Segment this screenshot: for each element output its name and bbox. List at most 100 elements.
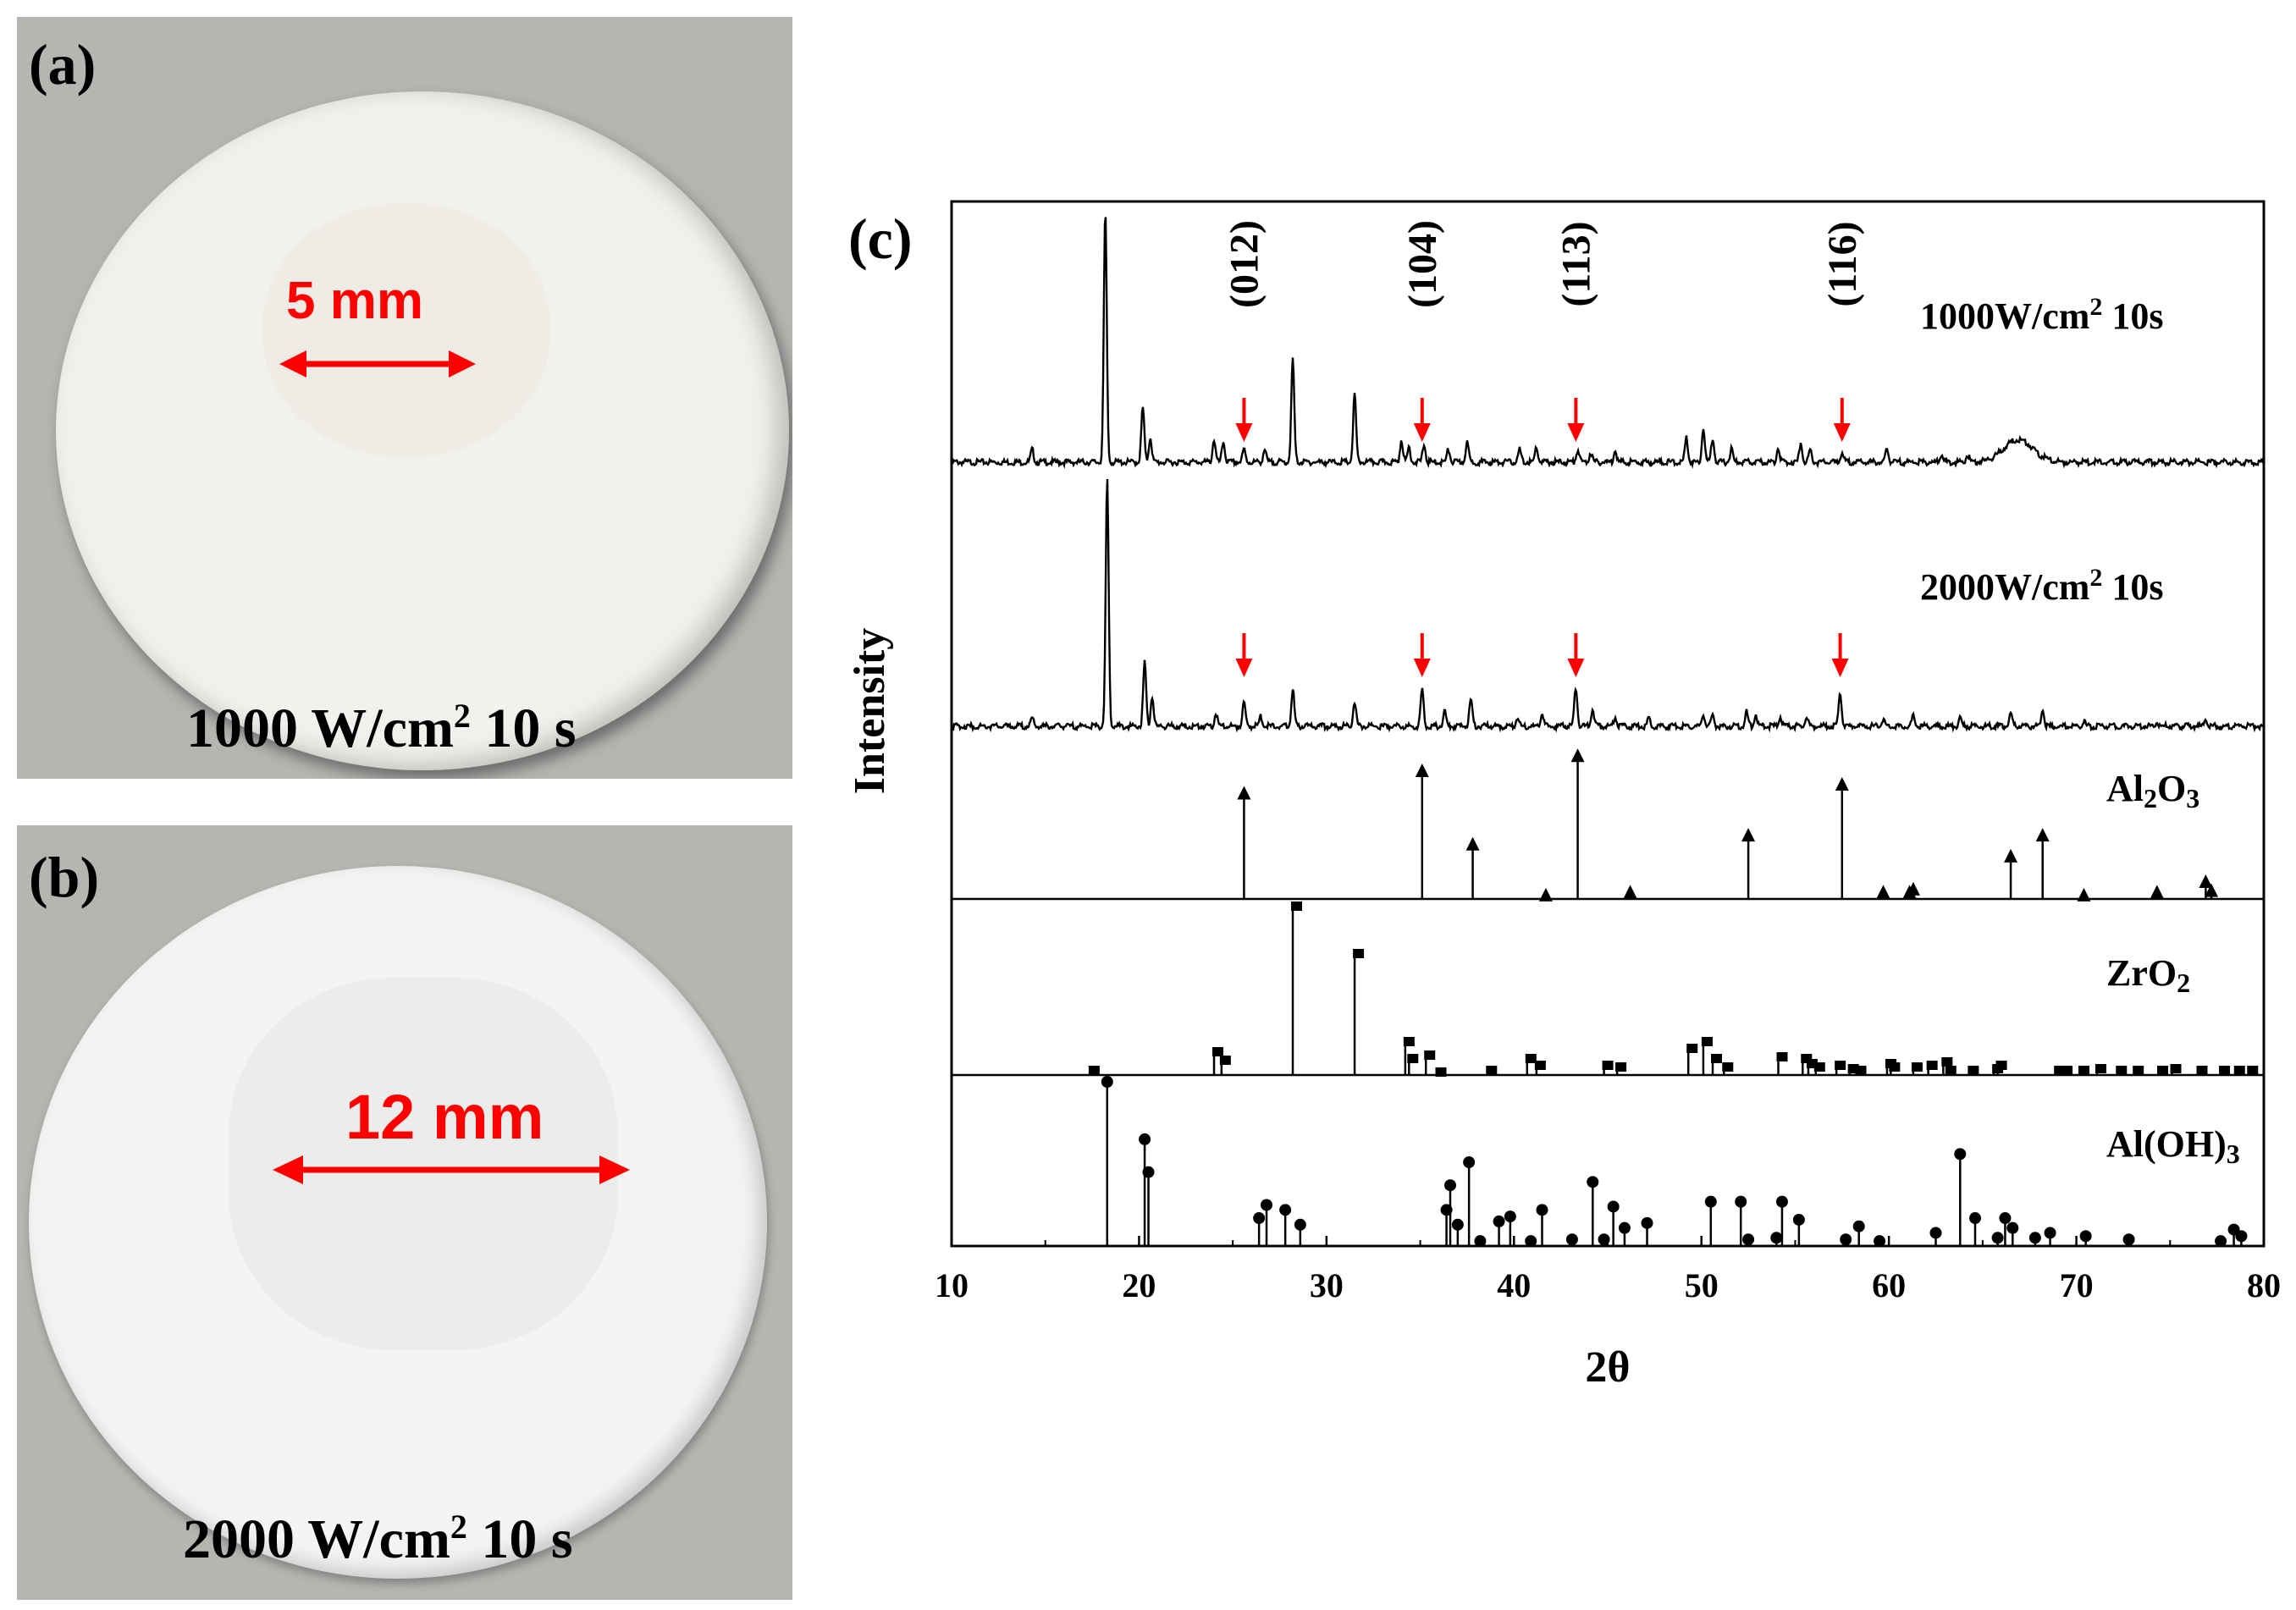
x-tick-label: 40: [1497, 1266, 1531, 1304]
ref-stick-ZrO2: [2078, 1066, 2089, 1075]
ref-stick-Al(OH)3: [1792, 1213, 1805, 1246]
x-tick-label: 20: [1122, 1266, 1156, 1304]
ref-stick-ZrO2: [1403, 1037, 1415, 1075]
ref-stick-Al(OH)3: [1142, 1166, 1155, 1246]
ref-stick-Al(OH)3: [2028, 1232, 2041, 1246]
ref-stick-ZrO2: [1855, 1066, 1867, 1075]
ref-stick-Al2O3: [1835, 776, 1849, 899]
ref-stick-Al(OH)3: [1929, 1227, 1942, 1246]
ref-stick-Al(OH)3: [1969, 1212, 1981, 1246]
ref-stick-ZrO2: [1847, 1064, 1859, 1075]
x-axis-title: 2θ: [1585, 1343, 1630, 1392]
ref-stick-Al(OH)3: [1444, 1179, 1456, 1246]
ref-stick-Al(OH)3: [1536, 1204, 1548, 1246]
red-arrow-2000-3: [1831, 633, 1849, 677]
ref-stick-Al(OH)3: [2215, 1235, 2227, 1248]
red-arrow-1000-0: [1235, 398, 1253, 442]
ref-stick-ZrO2: [1941, 1057, 1953, 1075]
red-arrow-1000-2: [1567, 398, 1585, 442]
ref-stick-ZrO2: [2054, 1066, 2066, 1075]
ref-stick-ZrO2: [1926, 1061, 1938, 1075]
panel-a-photo: 5 mm 1000 W/cm2 10 s: [17, 17, 792, 779]
reference-label-2: Al(OH)3: [2106, 1123, 2240, 1169]
ref-stick-ZrO2: [1889, 1062, 1901, 1075]
xrd-chart: 1000W/cm2 10s 2000W/cm2 10s (012) (104) (113…: [846, 200, 2281, 1392]
measure-arrow-a: [279, 350, 476, 378]
ref-stick-ZrO2: [1995, 1061, 2007, 1075]
ref-stick-ZrO2: [1945, 1066, 1957, 1075]
ref-stick-ZrO2: [1968, 1066, 1979, 1075]
ref-stick-Al(OH)3: [1139, 1133, 1151, 1246]
ref-stick-ZrO2: [1407, 1054, 1419, 1075]
ref-stick-Al2O3: [1415, 764, 1429, 899]
treated-zone-a: [262, 203, 550, 457]
ref-stick-Al(OH)3: [1294, 1218, 1306, 1246]
ref-stick-ZrO2: [1291, 901, 1302, 1075]
series-label-1: 2000W/cm2 10s: [1920, 564, 2164, 608]
ref-stick-Al(OH)3: [1991, 1232, 2004, 1246]
red-arrow-2000-0: [1235, 633, 1253, 677]
hkl-label-3: (116): [1820, 221, 1865, 306]
ref-stick-ZrO2: [2133, 1066, 2144, 1075]
ref-stick-ZrO2: [1525, 1054, 1537, 1075]
reference-label-0: Al2O3: [2106, 768, 2199, 813]
panel-b-label: (b): [29, 845, 100, 909]
ref-stick-Al2O3: [2205, 883, 2218, 899]
x-tick-label: 60: [1872, 1266, 1906, 1304]
x-tick-label: 70: [2060, 1266, 2094, 1304]
ref-stick-ZrO2: [1813, 1062, 1825, 1075]
ref-stick-ZrO2: [2196, 1066, 2208, 1075]
ref-stick-Al(OH)3: [1874, 1235, 1886, 1248]
hkl-label-1: (104): [1400, 220, 1445, 308]
ref-stick-Al(OH)3: [1704, 1195, 1717, 1246]
ref-stick-Al(OH)3: [2122, 1233, 2135, 1246]
ref-stick-Al(OH)3: [2235, 1230, 2248, 1246]
ref-stick-Al2O3: [2004, 848, 2018, 899]
xrd-pattern-0: [950, 217, 2266, 470]
ref-stick-ZrO2: [1806, 1059, 1818, 1075]
ref-stick-Al(OH)3: [1279, 1204, 1292, 1246]
ref-stick-Al(OH)3: [1618, 1221, 1631, 1246]
ref-stick-Al(OH)3: [1261, 1199, 1272, 1246]
ref-stick-Al(OH)3: [1742, 1233, 1755, 1246]
reference-label-1: ZrO2: [2106, 952, 2190, 998]
ref-stick-Al(OH)3: [1474, 1235, 1487, 1248]
measure-label-b: 12 mm: [345, 1082, 544, 1152]
y-axis-title: Intensity: [846, 628, 894, 794]
xrd-pattern-1: [951, 478, 2265, 733]
ref-stick-ZrO2: [2116, 1066, 2128, 1075]
ref-stick-ZrO2: [1801, 1054, 1813, 1075]
ref-stick-Al(OH)3: [2044, 1227, 2056, 1246]
ref-stick-ZrO2: [1219, 1056, 1231, 1075]
ref-stick-Al(OH)3: [1525, 1235, 1537, 1248]
ref-stick-Al2O3: [1538, 887, 1553, 901]
ref-stick-Al(OH)3: [2079, 1230, 2092, 1246]
ref-stick-Al(OH)3: [1852, 1220, 1865, 1246]
x-tick-label: 10: [935, 1266, 969, 1304]
ref-stick-ZrO2: [1711, 1054, 1722, 1075]
ref-stick-ZrO2: [1722, 1062, 1734, 1075]
ref-stick-Al(OH)3: [1770, 1232, 1783, 1246]
ref-stick-Al(OH)3: [2006, 1221, 2019, 1246]
hkl-label-2: (113): [1554, 221, 1598, 306]
ref-stick-ZrO2: [1602, 1061, 1614, 1075]
ref-stick-Al(OH)3: [1641, 1216, 1653, 1246]
ref-stick-ZrO2: [2219, 1066, 2231, 1075]
ref-stick-Al2O3: [1237, 786, 1251, 899]
ref-stick-ZrO2: [1212, 1047, 1223, 1075]
ref-stick-Al2O3: [2077, 887, 2091, 901]
x-tick-label: 30: [1310, 1266, 1344, 1304]
ref-stick-Al2O3: [2035, 828, 2050, 899]
ref-stick-ZrO2: [1424, 1050, 1436, 1075]
hkl-label-0: (012): [1222, 220, 1267, 308]
ref-stick-Al2O3: [1906, 881, 1920, 899]
red-arrow-1000-3: [1833, 398, 1851, 442]
ref-stick-ZrO2: [1088, 1066, 1100, 1075]
measure-arrow-b: [273, 1155, 630, 1184]
ref-stick-Al(OH)3: [1504, 1210, 1516, 1246]
ref-stick-Al2O3: [1570, 748, 1585, 899]
ref-stick-ZrO2: [1486, 1066, 1498, 1075]
ref-stick-Al(OH)3: [1587, 1176, 1599, 1246]
red-arrow-2000-2: [1567, 633, 1585, 677]
ref-stick-Al(OH)3: [1775, 1195, 1788, 1246]
